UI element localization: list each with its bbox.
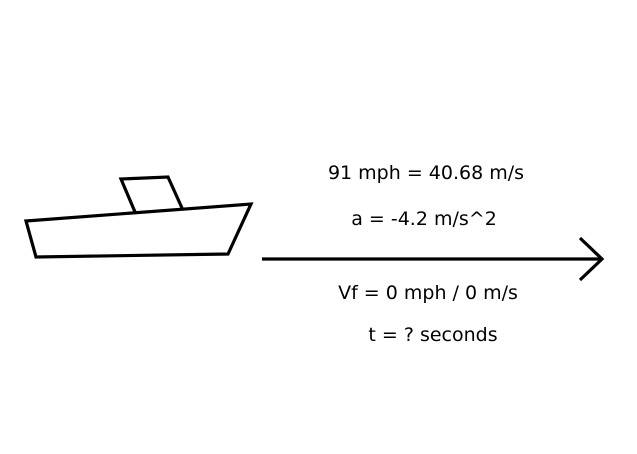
time-label: t = ? seconds (368, 324, 498, 346)
acceleration-label: a = -4.2 m/s^2 (351, 208, 497, 230)
boat-hull (23, 202, 254, 259)
initial-speed-label: 91 mph = 40.68 m/s (327, 162, 525, 184)
arrow-head (578, 236, 605, 282)
boat-cabin (118, 175, 184, 213)
final-velocity-label: Vf = 0 mph / 0 m/s (338, 282, 518, 304)
motion-arrow (262, 236, 605, 282)
boat-icon (23, 175, 254, 259)
